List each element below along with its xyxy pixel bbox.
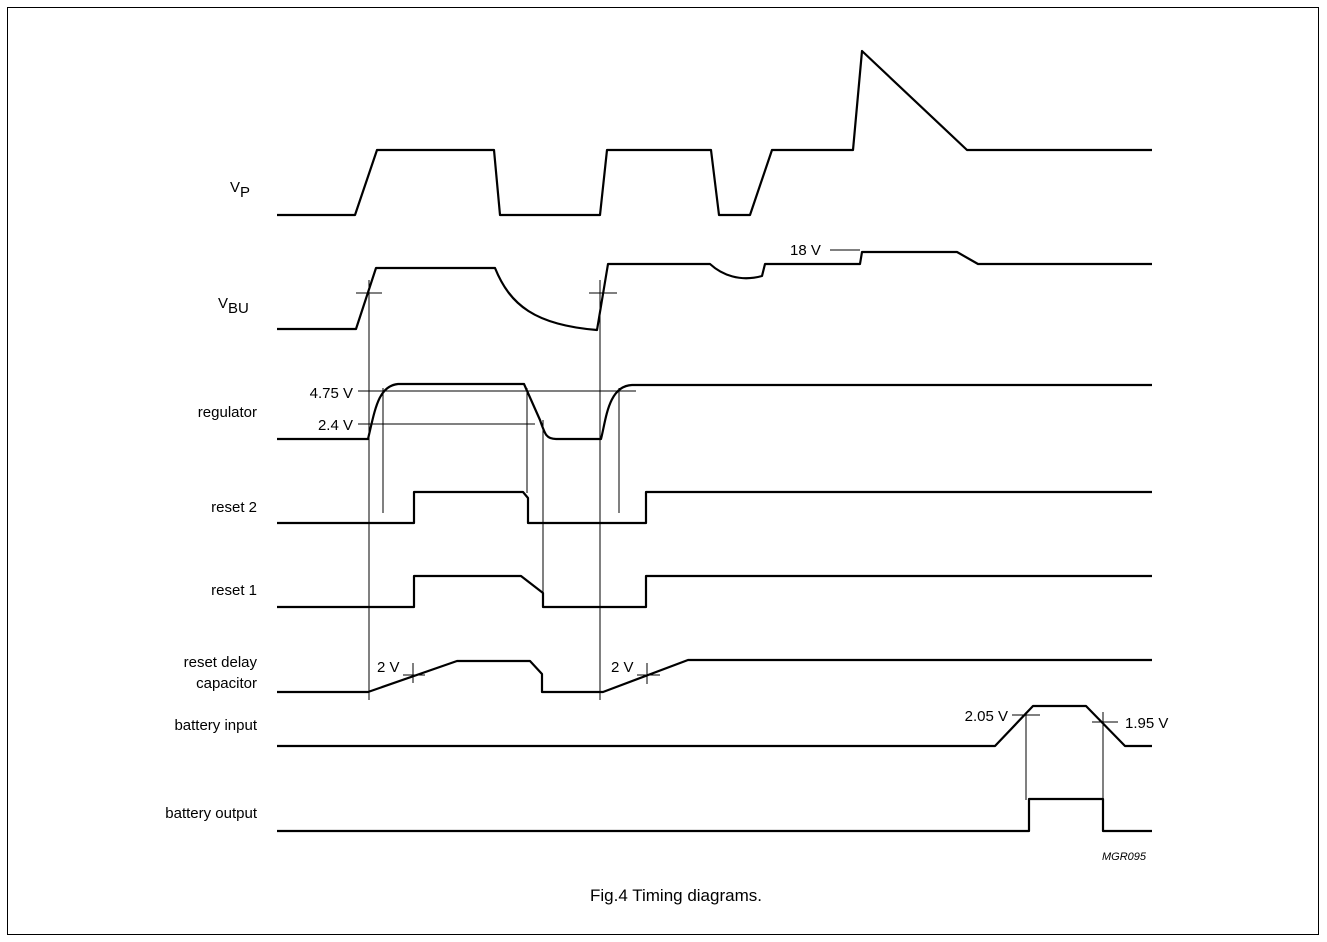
battery-output-waveform bbox=[277, 797, 1152, 833]
reset-delay-label-line2: capacitor bbox=[196, 675, 257, 692]
reset2-label: reset 2 bbox=[211, 499, 257, 516]
reference-lines bbox=[356, 249, 1118, 800]
label-2-4v: 2.4 V bbox=[318, 417, 353, 434]
vp-label: VP bbox=[230, 179, 250, 201]
reset2-waveform bbox=[277, 490, 1152, 525]
figure-caption: Fig.4 Timing diagrams. bbox=[590, 886, 762, 905]
figure-code: MGR095 bbox=[1102, 851, 1147, 863]
vbu-label: VBU bbox=[218, 295, 249, 317]
label-18v: 18 V bbox=[790, 242, 821, 259]
label-2v-second: 2 V bbox=[611, 659, 634, 676]
vp-waveform bbox=[277, 49, 1152, 217]
reset1-label: reset 1 bbox=[211, 582, 257, 599]
label-4-75v: 4.75 V bbox=[310, 385, 353, 402]
label-1-95v: 1.95 V bbox=[1125, 715, 1168, 732]
reset1-waveform bbox=[277, 574, 1152, 609]
reset-delay-waveform bbox=[277, 658, 1152, 694]
vbu-waveform bbox=[277, 250, 1152, 332]
regulator-waveform bbox=[277, 382, 1152, 441]
battery-input-label: battery input bbox=[174, 717, 257, 734]
label-2-05v: 2.05 V bbox=[965, 708, 1008, 725]
regulator-label: regulator bbox=[198, 404, 257, 421]
diagram-frame bbox=[7, 7, 1319, 935]
label-2v-first: 2 V bbox=[377, 659, 400, 676]
reset-delay-label-line1: reset delay bbox=[184, 654, 258, 671]
battery-output-label: battery output bbox=[165, 805, 258, 822]
battery-input-waveform bbox=[277, 704, 1152, 748]
